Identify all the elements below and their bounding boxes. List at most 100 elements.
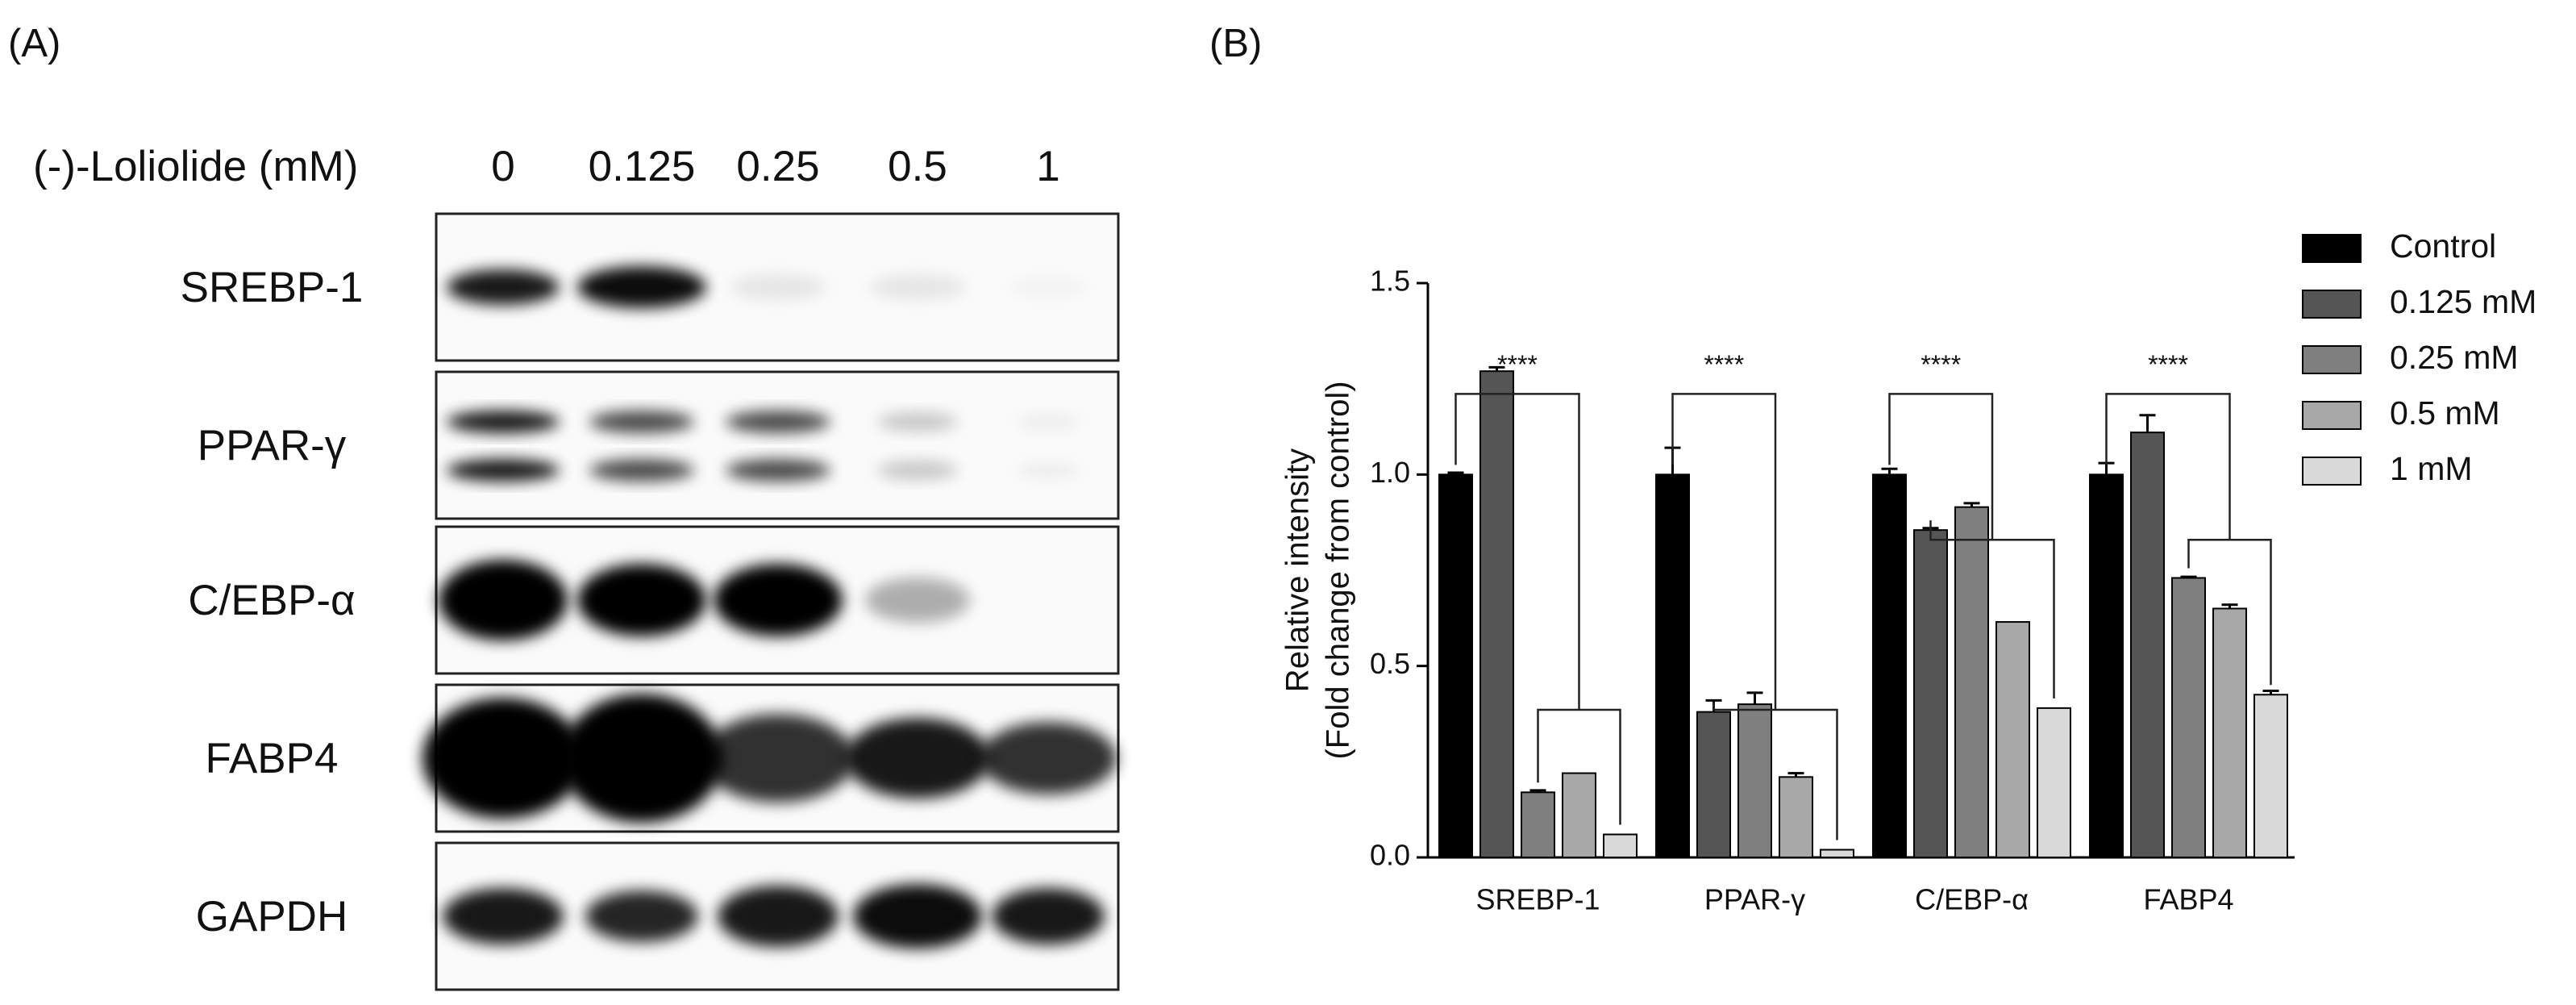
legend-label: 0.5 mM [2390,394,2500,432]
error-bar [1746,691,1763,705]
error-bar [1963,502,1980,507]
treatment-label: (-)-Loliolide (mM) [33,143,358,190]
y-tick-label: 0.5 [1370,647,1410,680]
bar [2212,607,2247,858]
blot-band [443,888,564,945]
dose-label: 0.25 [736,143,819,190]
error-bar [1529,789,1546,793]
legend-label: Control [2390,227,2496,265]
bar [1696,711,1731,858]
blot-band [980,722,1117,794]
legend-label: 0.125 mM [2390,283,2536,320]
bar [2089,473,2124,858]
bar [1820,849,1854,859]
legend-swatch [2302,290,2362,319]
blot-band [730,274,826,300]
bar [1913,529,1948,858]
bar [2253,694,2288,858]
blot-band [561,694,722,823]
error-bar [1488,365,1505,372]
dose-label: 0.5 [888,143,947,190]
legend-swatch [2302,457,2362,486]
blot-band [447,459,560,482]
bar [1779,776,1813,859]
y-axis-label: (Fold change from control) [1321,381,1356,759]
significance-label: **** [1704,350,1744,379]
error-bar [1447,471,1464,475]
blot-band [877,461,958,480]
protein-label: C/EBP-α [188,577,355,624]
blot-band [589,411,694,433]
x-tick-label: PPAR-γ [1704,883,1805,916]
y-tick-label: 1.0 [1370,456,1410,489]
protein-label: PPAR-γ [198,422,347,469]
blot-band [447,411,560,433]
significance-label: **** [1921,350,1961,379]
error-bar [1881,467,1898,475]
blot-band [726,459,830,482]
legend-label: 1 mM [2390,450,2473,487]
error-bar [2139,414,2156,433]
x-tick-label: FABP4 [2143,883,2233,916]
blot-band [1016,414,1080,430]
blot-band [1016,462,1080,478]
legend-swatch [2302,234,2362,263]
blot-band [447,269,560,305]
bar [1521,791,1555,858]
bar [1562,772,1596,858]
significance-bracket [2105,393,2272,686]
blot-band [877,412,958,432]
bar [1737,703,1772,859]
bar [2171,577,2206,858]
blot-band [577,564,706,636]
blot-band [422,698,584,819]
dose-label: 1 [1036,143,1059,190]
blot-band [726,411,830,433]
bar [1655,473,1690,858]
bar [1995,621,2030,859]
blot-band [853,884,982,949]
blot-band [718,886,839,947]
protein-label: FABP4 [206,735,339,782]
x-tick-label: C/EBP-α [1915,883,2029,916]
y-axis-label: Relative intensity [1280,448,1316,692]
blot-band [701,714,855,803]
error-bar [2180,575,2197,578]
blot-band [1008,277,1088,297]
error-bar [2221,603,2238,609]
legend-swatch [2302,345,2362,374]
bar-chart: 0.0 0.5 1.0 1.5 Relative intensity (Fold chan… [1280,227,2537,916]
significance-bracket [1454,393,1621,825]
blot-band [714,564,843,636]
error-bar [1787,772,1804,778]
panel-label: (A) [8,22,60,65]
y-tick-label: 1.5 [1370,265,1410,298]
significance-bracket [1671,393,1838,840]
bar [1954,506,1989,858]
bar [1479,370,1514,858]
blot-band [585,890,698,942]
bar [1872,473,1907,858]
protein-label: GAPDH [196,893,347,940]
significance-label: **** [1497,350,1538,379]
blot-band [865,578,970,623]
y-tick-label: 0.0 [1370,839,1410,872]
significance-label: **** [2148,350,2188,379]
error-bar [2262,690,2279,695]
bar [1438,473,1473,858]
significance-bracket [1888,393,2055,698]
dose-label: 0.125 [589,143,696,190]
bar [2130,432,2165,858]
bar [2037,707,2071,858]
protein-label: SREBP-1 [181,264,364,311]
panel-label: (B) [1209,22,1262,65]
western-blot: 0 0.125 0.25 0.5 1 SREBP-1 PPAR-γ C/EBP-α FABP4 G… [181,143,1120,991]
legend-label: 0.25 mM [2390,339,2519,376]
blot-band [869,274,966,300]
dose-label: 0 [491,143,514,190]
blot-band [439,560,568,640]
blot-band [577,266,706,308]
blot-band [589,459,694,482]
bar [1603,833,1638,859]
